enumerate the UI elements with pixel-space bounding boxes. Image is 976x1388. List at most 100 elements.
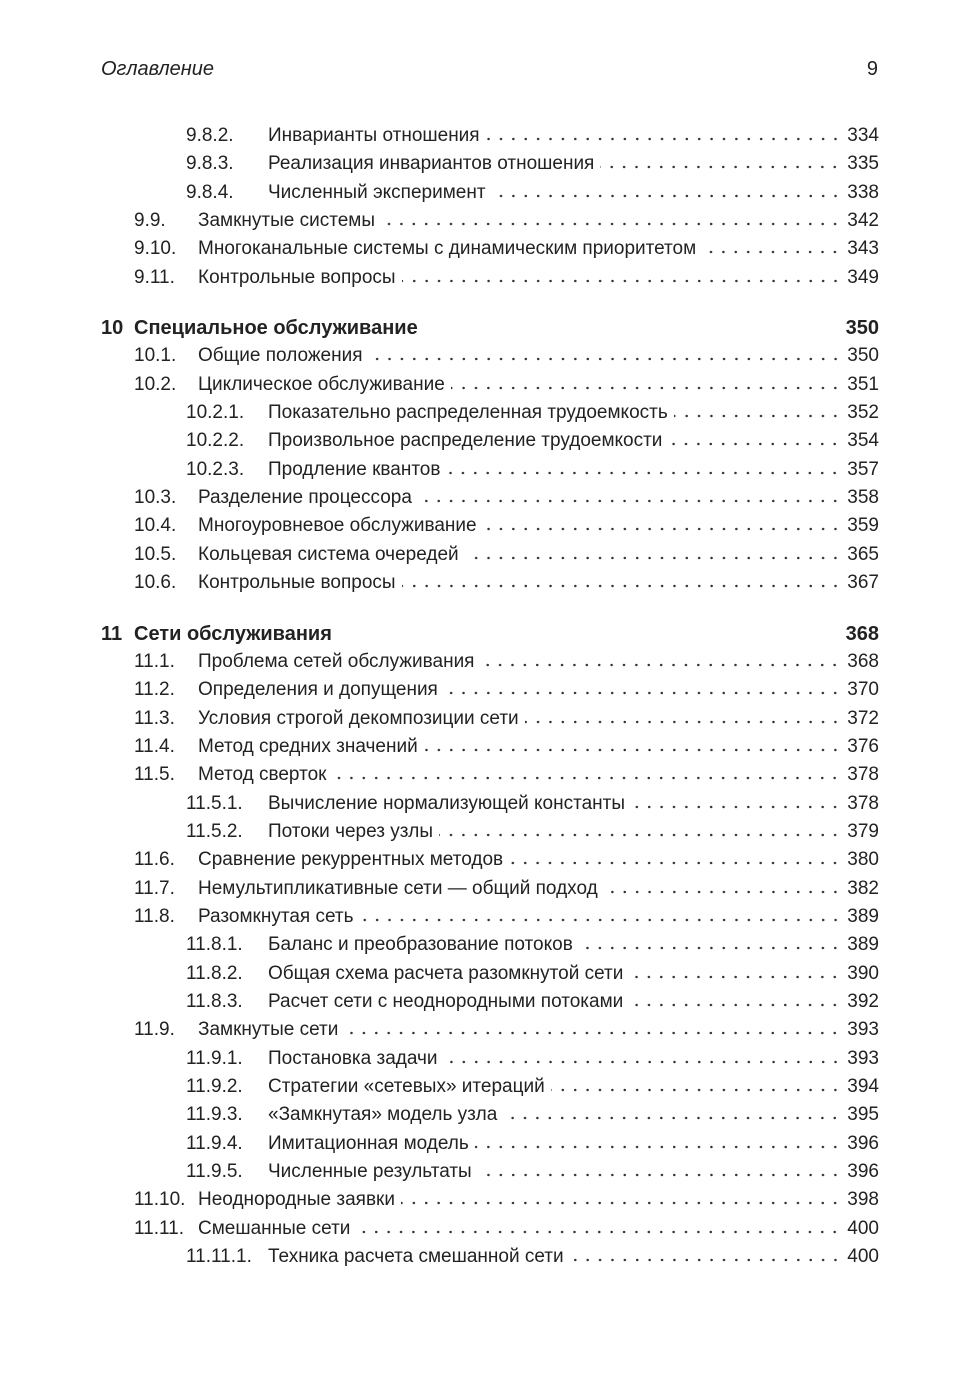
entry-number: 11.4. <box>134 735 175 757</box>
dot-leader <box>509 853 842 866</box>
entry-title: Показательно распределенная трудоемкость <box>268 402 668 424</box>
entry-number: 9.10. <box>134 238 177 260</box>
dot-leader <box>417 491 842 504</box>
entry-title: Специальное обслуживание <box>134 317 418 340</box>
dot-leader <box>482 519 842 532</box>
entry-title: Сравнение рекуррентных методов <box>198 849 504 871</box>
entry-page: 365 <box>847 543 879 565</box>
entry-number: 9.11. <box>134 266 175 288</box>
toc-section[interactable]: 11.4. Метод средних значений 376 <box>101 736 879 764</box>
dot-leader <box>491 185 842 198</box>
toc-section[interactable]: 11.1. Проблема сетей обслуживания 368 <box>101 651 879 679</box>
entry-page: 393 <box>847 1019 879 1041</box>
dot-leader <box>477 1165 842 1178</box>
dot-leader <box>480 654 842 667</box>
toc-section[interactable]: 11.7. Немультипликативные сети — общий по… <box>101 878 879 906</box>
entry-page: 350 <box>845 317 879 340</box>
entry-number: 11.10. <box>134 1189 186 1211</box>
entry-number: 11.8.1. <box>186 934 243 956</box>
toc-subsection[interactable]: 10.2.1. Показательно распределенная трудо… <box>101 402 879 430</box>
entry-title: Смешанные сети <box>198 1217 351 1239</box>
table-of-contents: 9.8.2. Инварианты отношения 334 9.8.3. Реали… <box>101 125 879 1274</box>
toc-subsection[interactable]: 11.9.1. Постановка задачи 393 <box>101 1048 879 1076</box>
entry-number: 9.9. <box>134 210 166 232</box>
dot-leader <box>600 157 842 170</box>
dot-leader <box>344 1023 842 1036</box>
toc-subsection[interactable]: 9.8.3. Реализация инвариантов отношения 33… <box>101 153 879 181</box>
entry-number: 11.1. <box>134 650 175 672</box>
toc-section[interactable]: 10.4. Многоуровневое обслуживание 359 <box>101 515 879 543</box>
toc-subsection[interactable]: 11.9.4. Имитационная модель 396 <box>101 1133 879 1161</box>
dot-leader <box>474 1136 842 1149</box>
entry-number: 10 <box>101 317 124 340</box>
toc-section[interactable]: 9.9. Замкнутые системы 342 <box>101 210 879 238</box>
entry-number: 11.9.1. <box>186 1047 243 1069</box>
toc-section[interactable]: 11.11. Смешанные сети 400 <box>101 1218 879 1246</box>
entry-title: Расчет сети с неоднородными потоками <box>268 990 624 1012</box>
toc-subsection[interactable]: 11.8.2. Общая схема расчета разомкнутой с… <box>101 963 879 991</box>
toc-section[interactable]: 11.6. Сравнение рекуррентных методов 380 <box>101 849 879 877</box>
toc-subsection[interactable]: 9.8.4. Численный эксперимент 338 <box>101 182 879 210</box>
toc-subsection[interactable]: 11.9.3. «Замкнутая» модель узла 395 <box>101 1104 879 1132</box>
entry-page: 378 <box>847 792 879 814</box>
entry-page: 389 <box>847 934 879 956</box>
toc-chapter[interactable]: 10 Специальное обслуживание 350 <box>101 317 879 345</box>
entry-title: Численные результаты <box>268 1161 472 1183</box>
entry-page: 358 <box>847 487 879 509</box>
entry-title: Метод средних значений <box>198 735 418 757</box>
entry-title: Метод сверток <box>198 764 327 786</box>
entry-page: 380 <box>847 849 879 871</box>
toc-subsection[interactable]: 11.11.1. Техника расчета смешанной сети 40… <box>101 1246 879 1274</box>
toc-subsection[interactable]: 11.8.1. Баланс и преобразование потоков 38… <box>101 934 879 962</box>
dot-leader <box>381 214 842 227</box>
toc-section[interactable]: 11.9. Замкнутые сети 393 <box>101 1019 879 1047</box>
toc-subsection[interactable]: 10.2.2. Произвольное распределение трудое… <box>101 430 879 458</box>
entry-number: 11.8.3. <box>186 990 243 1012</box>
toc-subsection[interactable]: 9.8.2. Инварианты отношения 334 <box>101 125 879 153</box>
entry-page: 357 <box>847 458 879 480</box>
toc-subsection[interactable]: 11.5.2. Потоки через узлы 379 <box>101 821 879 849</box>
entry-number: 11.9.3. <box>186 1104 243 1126</box>
toc-section[interactable]: 10.5. Кольцевая система очередей 365 <box>101 544 879 572</box>
toc-subsection[interactable]: 11.5.1. Вычисление нормализующей констант… <box>101 793 879 821</box>
entry-page: 400 <box>847 1246 879 1268</box>
entry-title: Контрольные вопросы <box>198 266 396 288</box>
toc-section[interactable]: 11.5. Метод сверток 378 <box>101 764 879 792</box>
entry-page: 368 <box>847 650 879 672</box>
toc-section[interactable]: 11.2. Определения и допущения 370 <box>101 679 879 707</box>
dot-leader <box>524 711 842 724</box>
toc-section[interactable]: 11.10. Неоднородные заявки 398 <box>101 1189 879 1217</box>
entry-title: Кольцевая система очередей <box>198 543 459 565</box>
entry-page: 352 <box>847 402 879 424</box>
toc-subsection[interactable]: 11.8.3. Расчет сети с неоднородными поток… <box>101 991 879 1019</box>
toc-section[interactable]: 10.1. Общие положения 350 <box>101 345 879 373</box>
toc-section[interactable]: 10.6. Контрольные вопросы 367 <box>101 572 879 600</box>
dot-leader <box>464 547 842 560</box>
entry-title: Вычисление нормализующей константы <box>268 792 626 814</box>
toc-section[interactable]: 9.11. Контрольные вопросы 349 <box>101 267 879 295</box>
entry-number: 10.1. <box>134 345 177 367</box>
toc-section[interactable]: 10.2. Циклическое обслуживание 351 <box>101 374 879 402</box>
toc-subsection[interactable]: 11.9.5. Численные результаты 396 <box>101 1161 879 1189</box>
entry-number: 10.6. <box>134 572 177 594</box>
entry-number: 10.2.3. <box>186 458 245 480</box>
toc-section[interactable]: 10.3. Разделение процессора 358 <box>101 487 879 515</box>
toc-subsection[interactable]: 10.2.3. Продление квантов 357 <box>101 459 879 487</box>
entry-page: 394 <box>847 1076 879 1097</box>
dot-leader <box>702 242 842 255</box>
entry-number: 10.2. <box>134 373 177 395</box>
toc-section[interactable]: 9.10. Многоканальные системы с динамическ… <box>101 238 879 266</box>
toc-section[interactable]: 11.8. Разомкнутая сеть 389 <box>101 906 879 934</box>
entry-title: Произвольное распределение трудоемкости <box>268 430 663 452</box>
entry-title: Проблема сетей обслуживания <box>198 650 475 672</box>
toc-section[interactable]: 11.3. Условия строгой декомпозиции сети 37… <box>101 708 879 736</box>
entry-page: 396 <box>847 1161 879 1183</box>
entry-page: 334 <box>847 125 879 146</box>
toc-subsection[interactable]: 11.9.2. Стратегии «сетевых» итераций 394 <box>101 1076 879 1104</box>
toc-chapter[interactable]: 11 Сети обслуживания 368 <box>101 623 879 651</box>
page-number: 9 <box>866 58 878 80</box>
entry-page: 393 <box>847 1047 879 1069</box>
entry-number: 11.2. <box>134 679 175 701</box>
entry-title: Инварианты отношения <box>268 125 480 146</box>
entry-title: Реализация инвариантов отношения <box>268 153 595 175</box>
